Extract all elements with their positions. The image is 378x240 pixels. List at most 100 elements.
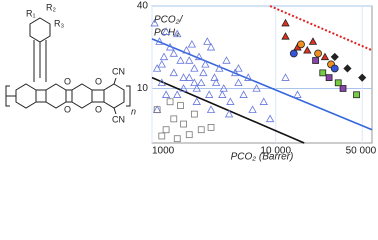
triangle-point (159, 52, 169, 61)
y-tick-label: 10 (137, 83, 149, 94)
square-point (173, 135, 181, 143)
triangle-point (224, 109, 234, 118)
y-axis-label: PCH₄ (154, 28, 179, 39)
square-point (319, 69, 327, 77)
triangle-point (157, 60, 166, 68)
plot-frame (151, 5, 373, 144)
circle-point (330, 64, 339, 73)
ring (103, 83, 125, 109)
x-tick-label: 10 000 (260, 146, 291, 157)
ring (29, 17, 51, 43)
diamond-point (358, 73, 367, 82)
triangle-point (218, 90, 227, 98)
square-point (197, 126, 205, 134)
triangle-point (230, 68, 240, 77)
triangle-point (182, 45, 191, 54)
molecule (5, 17, 131, 115)
triangle-point (281, 73, 290, 81)
substituent: R₁ (26, 8, 36, 18)
triangle-point (206, 42, 216, 51)
square-point (177, 102, 184, 109)
triangle-point (190, 78, 199, 87)
triangle-point (206, 105, 216, 113)
triangle-point (155, 37, 164, 45)
bound-line (151, 76, 305, 144)
triangle-point (211, 78, 221, 87)
triangle-point (303, 45, 312, 54)
diamond-point (343, 64, 352, 73)
triangle-point (185, 73, 194, 81)
square-point (158, 132, 166, 140)
oxygen: O (64, 76, 71, 86)
triangle-point (199, 68, 208, 77)
oxygen: O (95, 104, 102, 114)
square-point (207, 124, 215, 131)
triangle-point (165, 42, 175, 51)
triangle-point (187, 40, 197, 48)
substituent: R₂ (46, 2, 56, 12)
square-point (339, 85, 347, 92)
square-point (185, 131, 193, 139)
square-point (312, 57, 319, 64)
substituent: R₃ (54, 18, 64, 28)
triangle-point (215, 64, 224, 72)
figure: R₁ R₂ R₃ O O O O CN CN n 10 40 1000 10 000 5… (5, 1, 377, 163)
triangle-point (190, 64, 199, 72)
triangle-point (203, 37, 212, 45)
nitrile: CN (112, 114, 125, 124)
triangle-point (308, 37, 318, 45)
square-point (162, 126, 170, 134)
triangle-point (252, 84, 261, 92)
bracket (5, 85, 10, 107)
x-axis-label: PCO₂ (Barrer) (231, 152, 294, 163)
x-tick-label: 50 000 (346, 146, 377, 157)
triangle-point (222, 56, 231, 64)
triangle-point (192, 97, 201, 105)
square-point (190, 110, 198, 118)
triangle-point (161, 27, 171, 35)
triangle-point (185, 56, 194, 64)
oxygen: O (64, 104, 71, 114)
triangle-point (179, 84, 188, 92)
triangle-point (152, 64, 162, 72)
square-point (180, 120, 187, 128)
triangle-point (169, 68, 178, 77)
triangle-point (293, 90, 302, 98)
triangle-point (157, 78, 166, 87)
triangle-point (201, 60, 210, 68)
oxygen: O (95, 76, 102, 86)
triangle-point (173, 90, 182, 98)
triangle-point (234, 78, 243, 87)
circle-point (314, 49, 322, 58)
triangle-point (179, 73, 188, 81)
triangle-point (176, 56, 185, 64)
square-point (325, 74, 333, 82)
ring (15, 83, 37, 109)
triangle-point (248, 105, 257, 113)
bond (113, 107, 117, 115)
triangle-point (161, 90, 171, 98)
repeat-unit: n (131, 106, 136, 116)
bond (113, 77, 117, 85)
square-point (353, 91, 360, 99)
molecule-labels: R₁ R₂ R₃ O O O O CN CN n (26, 2, 136, 124)
circle-point (289, 49, 298, 58)
triangle-point (169, 49, 178, 57)
square-point (153, 106, 161, 114)
circle-point (297, 40, 305, 49)
triangle-point (192, 84, 201, 92)
bracket (126, 85, 131, 107)
bound-line (151, 38, 373, 131)
nitrile: CN (112, 66, 125, 76)
ring (71, 83, 93, 109)
y-tick-label: 40 (137, 1, 149, 12)
ring (45, 83, 67, 109)
triangle-point (244, 73, 253, 81)
diamond-point (330, 52, 339, 61)
triangle-point (194, 52, 204, 61)
triangle-point (239, 90, 248, 98)
triangle-point (281, 32, 290, 40)
triangle-point (205, 90, 214, 98)
triangle-point (320, 52, 330, 61)
triangle-point (197, 78, 206, 87)
